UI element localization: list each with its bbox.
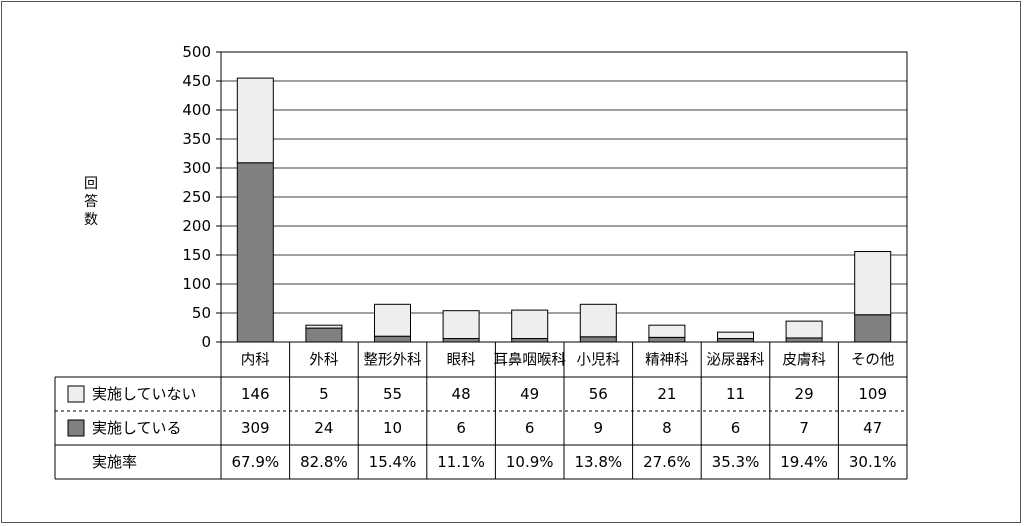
data-label: 6 bbox=[731, 419, 741, 437]
y-tick-label: 300 bbox=[182, 159, 211, 177]
rate-row-label: 実施率 bbox=[92, 453, 137, 471]
bar-segment-not-implemented bbox=[236, 77, 274, 164]
category-label: 眼科 bbox=[447, 352, 476, 369]
y-tick-label: 500 bbox=[182, 43, 211, 61]
data-label: 55 bbox=[383, 385, 402, 403]
data-label: 6 bbox=[525, 419, 535, 437]
y-tick-label: 100 bbox=[182, 275, 211, 293]
data-label: 56 bbox=[589, 385, 608, 403]
bar-segment-implemented bbox=[442, 338, 480, 343]
category-label: 耳鼻咽喉科 bbox=[493, 352, 566, 369]
y-axis-label-char: 答 bbox=[84, 193, 98, 210]
data-label: 6 bbox=[456, 419, 466, 437]
y-tick-label: 50 bbox=[192, 304, 211, 322]
rate-value: 82.8% bbox=[300, 453, 348, 471]
bar-segment-not-implemented bbox=[785, 320, 823, 339]
category-label: 皮膚科 bbox=[782, 352, 826, 369]
data-label: 48 bbox=[452, 385, 471, 403]
data-label: 29 bbox=[795, 385, 814, 403]
rate-value: 27.6% bbox=[643, 453, 691, 471]
bar-segment-not-implemented bbox=[511, 309, 549, 340]
category-label: その他 bbox=[851, 352, 895, 369]
y-tick-label: 400 bbox=[182, 101, 211, 119]
data-label: 109 bbox=[858, 385, 887, 403]
category-label: 外科 bbox=[309, 352, 338, 369]
bar-segment-not-implemented bbox=[374, 303, 411, 337]
rate-value: 15.4% bbox=[369, 453, 417, 471]
category-label: 内科 bbox=[241, 352, 270, 369]
bar-segment-implemented bbox=[374, 335, 411, 343]
y-axis-label-char: 回 bbox=[84, 176, 98, 192]
legend-swatch-implemented bbox=[67, 419, 85, 437]
bar-segment-not-implemented bbox=[579, 303, 617, 338]
data-label: 11 bbox=[726, 385, 745, 403]
category-label: 泌尿器科 bbox=[707, 352, 765, 369]
data-label: 7 bbox=[799, 419, 809, 437]
data-label: 8 bbox=[662, 419, 672, 437]
bar-segment-not-implemented bbox=[854, 251, 892, 316]
category-label: 精神科 bbox=[645, 352, 689, 369]
bar-segment-implemented bbox=[305, 327, 343, 343]
rate-value: 30.1% bbox=[849, 453, 897, 471]
data-label: 49 bbox=[520, 385, 539, 403]
rate-value: 13.8% bbox=[574, 453, 622, 471]
bar-segment-implemented bbox=[511, 338, 549, 343]
data-label: 309 bbox=[241, 419, 270, 437]
gridlines bbox=[221, 51, 907, 343]
rate-value: 67.9% bbox=[231, 453, 279, 471]
bar-segment-not-implemented bbox=[717, 331, 754, 340]
rate-value: 35.3% bbox=[712, 453, 760, 471]
bar-segment-implemented bbox=[785, 337, 823, 343]
category-label: 整形外科 bbox=[364, 352, 422, 369]
rate-value: 10.9% bbox=[506, 453, 554, 471]
y-axis-label-char: 数 bbox=[84, 212, 98, 228]
y-tick-label: 450 bbox=[182, 72, 211, 90]
y-tick-label: 200 bbox=[182, 217, 211, 235]
bar-segment-implemented bbox=[648, 336, 686, 343]
bar-segment-not-implemented bbox=[648, 324, 686, 338]
legend-label: 実施している bbox=[92, 419, 182, 437]
rate-value: 19.4% bbox=[780, 453, 828, 471]
bar-segment-implemented bbox=[717, 338, 754, 343]
legend-swatch-not-implemented bbox=[67, 385, 85, 403]
data-label: 9 bbox=[594, 419, 604, 437]
category-label: 小児科 bbox=[577, 352, 621, 369]
data-label: 21 bbox=[657, 385, 676, 403]
legend-label: 実施していない bbox=[92, 385, 197, 403]
data-label: 10 bbox=[383, 419, 402, 437]
data-label: 5 bbox=[319, 385, 329, 403]
y-axis-label: 回答数 bbox=[84, 176, 98, 228]
y-tick-label: 250 bbox=[182, 188, 211, 206]
bar-segment-implemented bbox=[854, 314, 892, 343]
y-tick-label: 350 bbox=[182, 130, 211, 148]
bar-segment-not-implemented bbox=[305, 324, 343, 329]
axes: 0 50 100 150 200 250 300 350 400 450 500 bbox=[182, 43, 908, 351]
data-label: 24 bbox=[314, 419, 333, 437]
y-tick-label: 150 bbox=[182, 246, 211, 264]
bars bbox=[236, 77, 892, 343]
data-label: 146 bbox=[241, 385, 270, 403]
y-tick-label: 0 bbox=[201, 333, 211, 351]
rate-value: 11.1% bbox=[437, 453, 485, 471]
bar-segment-not-implemented bbox=[442, 310, 480, 340]
data-label: 47 bbox=[863, 419, 882, 437]
bar-segment-implemented bbox=[579, 336, 617, 343]
bar-segment-implemented bbox=[236, 162, 274, 343]
